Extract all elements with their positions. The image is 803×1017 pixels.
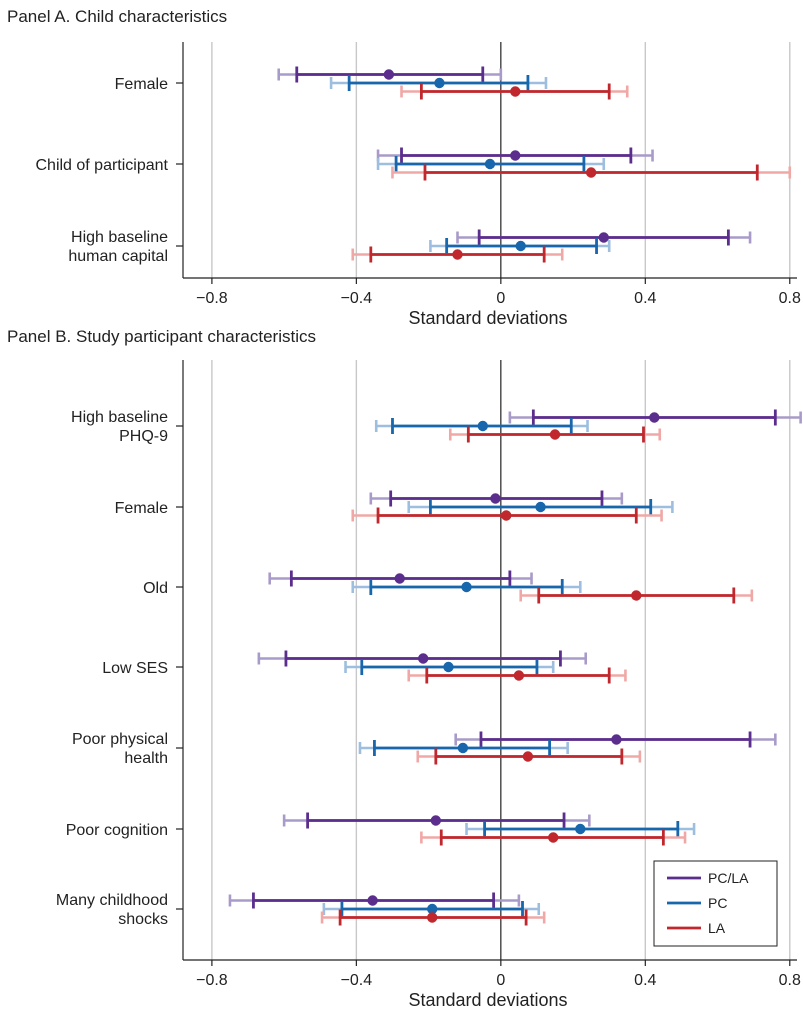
- panel-b-pc-point: [443, 661, 454, 673]
- panel-b-category-label: Poor cognition: [66, 822, 168, 839]
- panel-a-category-label: High baseline: [71, 229, 168, 246]
- panel-b-la-point: [427, 912, 438, 923]
- panel-b-group: Panel B. Study participant characteristi…: [7, 327, 802, 1010]
- panel-b-pc-la-point: [367, 895, 378, 906]
- legend-label-la: LA: [708, 920, 726, 936]
- panel-b-pc-la-point: [490, 493, 501, 504]
- panel-a-x-tick-label: 0.4: [634, 290, 656, 307]
- panel-a-pc-point: [434, 77, 445, 89]
- panel-a-x-tick-label: −0.8: [196, 290, 228, 307]
- panel-b-category-label: Old: [143, 580, 168, 597]
- panel-b-category-label: health: [124, 750, 168, 767]
- panel-b-la-point: [631, 590, 642, 601]
- panel-a-x-tick-label: −0.4: [341, 290, 373, 307]
- panel-b-la-point: [513, 670, 525, 681]
- panel-b-pc-la-point: [417, 653, 429, 664]
- panel-b-category-label: Female: [115, 500, 168, 517]
- panel-b-category-label: PHQ-9: [119, 428, 168, 445]
- panel-a-la-point: [510, 86, 521, 97]
- panel-b-category-label: High baseline: [71, 409, 168, 426]
- panel-b-la-point: [548, 832, 559, 843]
- panel-b-category-label: shocks: [118, 911, 168, 928]
- panel-b-pc-point: [477, 420, 488, 432]
- panel-b-pc-la-point: [649, 412, 660, 423]
- panel-b-pc-la-point: [430, 815, 442, 826]
- panel-b-category-label: Poor physical: [72, 731, 168, 748]
- panel-b-x-tick-label: 0.4: [634, 972, 656, 989]
- panel-a-pc-la-point: [598, 232, 609, 243]
- panel-a-pc-la-point: [383, 69, 395, 80]
- legend-label-pc: PC: [708, 895, 727, 911]
- panel-b-category-label: Low SES: [102, 660, 168, 677]
- panel-a-category-label: Female: [115, 76, 168, 93]
- panel-b-pc-point: [457, 742, 469, 754]
- panel-b-category-label: Many childhood: [56, 892, 168, 909]
- panel-b-pc-point: [575, 823, 586, 835]
- panel-a-group: Panel A. Child characteristics −0.8 −0.4 0 0…: [7, 7, 801, 328]
- panel-b-la-point: [522, 751, 534, 762]
- panel-a-pc-la-point: [510, 150, 521, 161]
- panel-b-title: Panel B. Study participant characteristi…: [7, 327, 316, 346]
- panel-b-pc-la-point: [611, 734, 622, 745]
- panel-b-x-tick-label: −0.4: [341, 972, 373, 989]
- panel-b-la-point: [549, 429, 561, 440]
- legend-label-pc-la: PC/LA: [708, 870, 749, 886]
- panel-b-x-tick-label: −0.8: [196, 972, 228, 989]
- panel-b-x-tick-label: 0: [496, 972, 505, 989]
- panel-a-title: Panel A. Child characteristics: [7, 7, 227, 26]
- panel-b-pc-la-point: [394, 573, 405, 584]
- panel-a-category-label: Child of participant: [35, 157, 168, 174]
- panel-b-pc-point: [427, 903, 438, 915]
- panel-a-la-point: [452, 249, 463, 260]
- panel-b-pc-point: [461, 581, 472, 593]
- panel-b-x-tick-label: 0.8: [779, 972, 801, 989]
- panel-a-la-point: [585, 167, 597, 178]
- panel-a-x-tick-label: 0.8: [779, 290, 801, 307]
- panel-a-x-axis-title: Standard deviations: [408, 308, 567, 328]
- panel-a-category-label: human capital: [68, 248, 168, 265]
- legend: PC/LA PC LA: [653, 860, 778, 947]
- panel-b-la-point: [501, 510, 512, 521]
- panel-b-pc-point: [535, 501, 546, 513]
- panel-a-x-tick-label: 0: [496, 290, 505, 307]
- panel-a-pc-point: [515, 240, 526, 252]
- panel-a-pc-point: [484, 158, 496, 170]
- panel-b-x-axis-title: Standard deviations: [408, 990, 567, 1010]
